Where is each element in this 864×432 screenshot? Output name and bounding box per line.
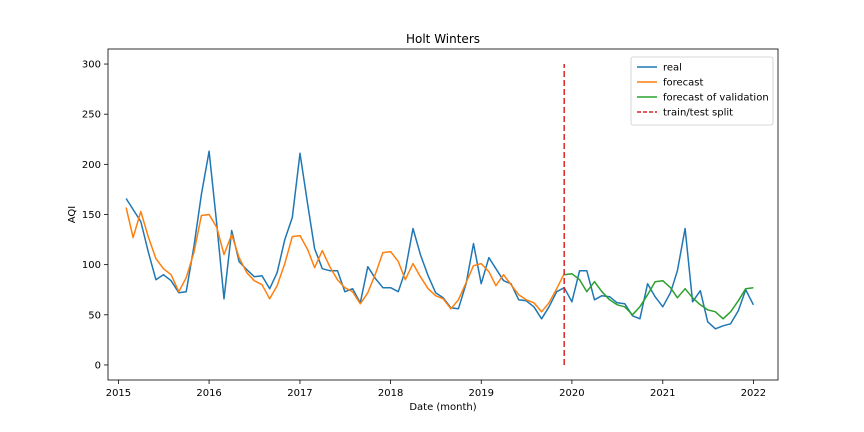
legend-label: real bbox=[663, 63, 682, 74]
series-line-forecast-of-validation bbox=[564, 272, 754, 320]
legend-label: forecast of validation bbox=[663, 93, 769, 104]
y-axis-label: AQI bbox=[67, 206, 78, 224]
x-axis: 2015 2016 2017 2018 2019 2020 2021 2022 bbox=[106, 380, 766, 399]
legend: real forecast forecast of validation train/… bbox=[630, 56, 774, 126]
series-line-forecast bbox=[125, 207, 565, 313]
x-tick-label: 2020 bbox=[559, 388, 584, 399]
series-line-real bbox=[125, 150, 755, 330]
y-tick-label: 100 bbox=[82, 260, 101, 271]
x-tick-label: 2017 bbox=[287, 388, 312, 399]
legend-label: forecast bbox=[663, 78, 704, 89]
y-tick-label: 150 bbox=[82, 210, 101, 221]
x-tick-label: 2021 bbox=[650, 388, 675, 399]
x-axis-label: Date (month) bbox=[409, 402, 476, 413]
x-tick-label: 2015 bbox=[106, 388, 131, 399]
plot-area bbox=[125, 64, 755, 365]
y-tick-label: 200 bbox=[82, 160, 101, 171]
chart-title: Holt Winters bbox=[406, 32, 480, 46]
legend-box bbox=[630, 56, 774, 126]
y-tick-label: 0 bbox=[95, 360, 101, 371]
legend-label: train/test split bbox=[663, 108, 733, 119]
x-tick-label: 2018 bbox=[378, 388, 403, 399]
y-tick-label: 300 bbox=[82, 60, 101, 71]
y-tick-label: 50 bbox=[88, 310, 101, 321]
x-tick-label: 2022 bbox=[741, 388, 766, 399]
x-tick-label: 2019 bbox=[469, 388, 494, 399]
y-axis: 0 50 100 150 200 250 300 bbox=[82, 60, 108, 371]
y-tick-label: 250 bbox=[82, 110, 101, 121]
x-tick-label: 2016 bbox=[196, 388, 221, 399]
